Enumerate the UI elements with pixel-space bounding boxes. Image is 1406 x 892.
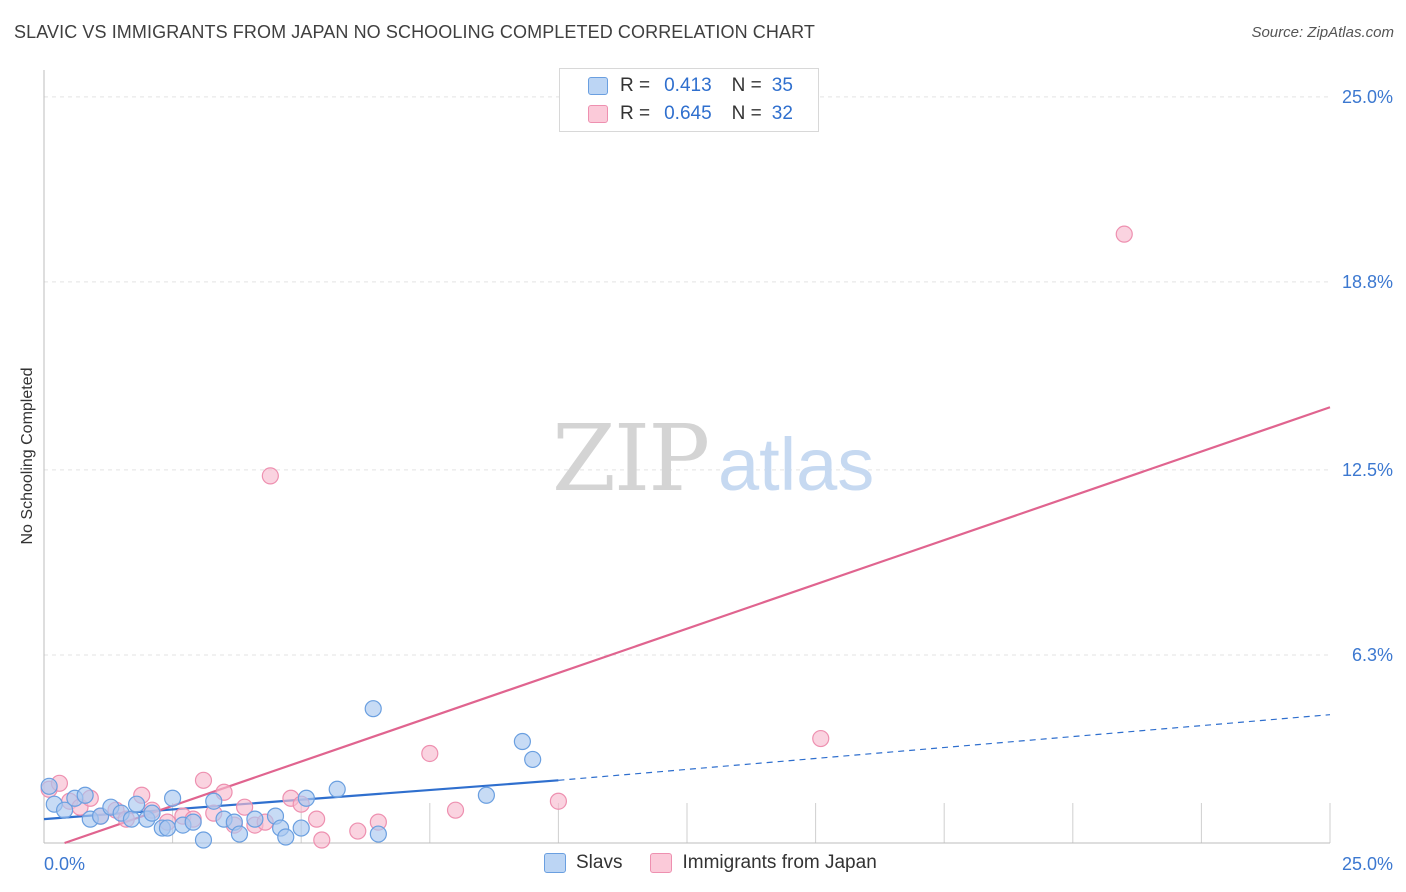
slavs-point: [127, 795, 146, 813]
legend-row-japan: R = 0.645 N = 32: [588, 101, 793, 127]
slavs-point: [524, 750, 542, 769]
japan-point: [812, 729, 830, 748]
legend-n-label: N =: [731, 103, 762, 124]
japan-point: [308, 810, 326, 828]
slavs-point: [364, 700, 382, 718]
chart-title: SLAVIC VS IMMIGRANTS FROM JAPAN NO SCHOO…: [14, 22, 815, 42]
legend-swatch-japan: [650, 853, 673, 873]
series-legend: Slavs Immigrants from Japan: [544, 852, 905, 874]
x-tick-label: 0.0%: [44, 854, 85, 874]
legend-item-japan[interactable]: Immigrants from Japan: [650, 852, 877, 874]
data-points: [40, 225, 1133, 849]
legend-r-value: 0.413: [664, 75, 712, 96]
japan-point: [549, 792, 568, 810]
slavs-point: [277, 828, 295, 846]
japan-point: [261, 467, 279, 485]
legend-n-value: 35: [771, 75, 793, 96]
japan-point: [194, 771, 213, 789]
slavs-point: [143, 804, 161, 822]
stats-legend: R = 0.413 N = 35 R = 0.645 N = 32: [559, 68, 819, 132]
legend-swatch-japan: [588, 105, 608, 123]
legend-item-slavs[interactable]: Slavs: [544, 852, 622, 874]
slavs-point: [246, 810, 264, 828]
slavs-point: [184, 813, 202, 831]
slavs-trendline-extension: [558, 714, 1331, 781]
legend-r-label: R =: [620, 75, 651, 96]
y-tick-label: 6.3%: [1352, 645, 1393, 665]
slavs-point: [194, 831, 213, 849]
legend-label-slavs: Slavs: [576, 852, 623, 873]
japan-point: [313, 831, 331, 849]
y-tick-label: 18.8%: [1342, 272, 1393, 292]
source-label: Source: ZipAtlas.com: [1251, 24, 1394, 41]
slavs-point: [369, 825, 387, 843]
slavs-point: [76, 786, 94, 804]
slavs-point: [158, 819, 177, 837]
slavs-point: [55, 801, 74, 819]
y-tick-label: 12.5%: [1342, 460, 1393, 480]
slavs-point: [164, 789, 182, 807]
watermark-zip: ZIP: [552, 405, 708, 512]
legend-swatch-slavs: [544, 853, 566, 873]
legend-swatch-slavs: [588, 77, 608, 95]
legend-n-label: N =: [731, 75, 762, 96]
slavs-point: [513, 732, 531, 751]
watermark: ZIP atlas: [552, 405, 874, 512]
legend-r-value: 0.645: [664, 103, 712, 124]
legend-r-label: R =: [620, 103, 651, 124]
y-tick-label: 25.0%: [1342, 87, 1393, 107]
japan-point: [349, 822, 367, 840]
axes: [43, 70, 1330, 844]
slavs-point: [122, 810, 141, 828]
slavs-point: [205, 792, 223, 810]
legend-row-slavs: R = 0.413 N = 35: [588, 73, 793, 99]
slavs-point: [297, 789, 315, 807]
legend-label-japan: Immigrants from Japan: [682, 852, 877, 873]
x-tick-label: 25.0%: [1342, 854, 1393, 874]
slavs-point: [40, 777, 58, 795]
japan-point: [446, 801, 465, 819]
watermark-atlas: atlas: [718, 423, 874, 506]
slavs-point: [328, 780, 346, 798]
slavs-point: [292, 819, 310, 837]
slavs-point: [477, 786, 495, 804]
japan-point: [421, 744, 439, 763]
slavs-point: [230, 825, 249, 843]
japan-point: [236, 798, 254, 816]
japan-point: [1115, 225, 1133, 243]
japan-trendline: [64, 406, 1331, 845]
legend-n-value: 32: [771, 103, 793, 124]
tick-labels: 6.3% 12.5% 18.8% 25.0% 0.0% 25.0%: [44, 87, 1393, 874]
